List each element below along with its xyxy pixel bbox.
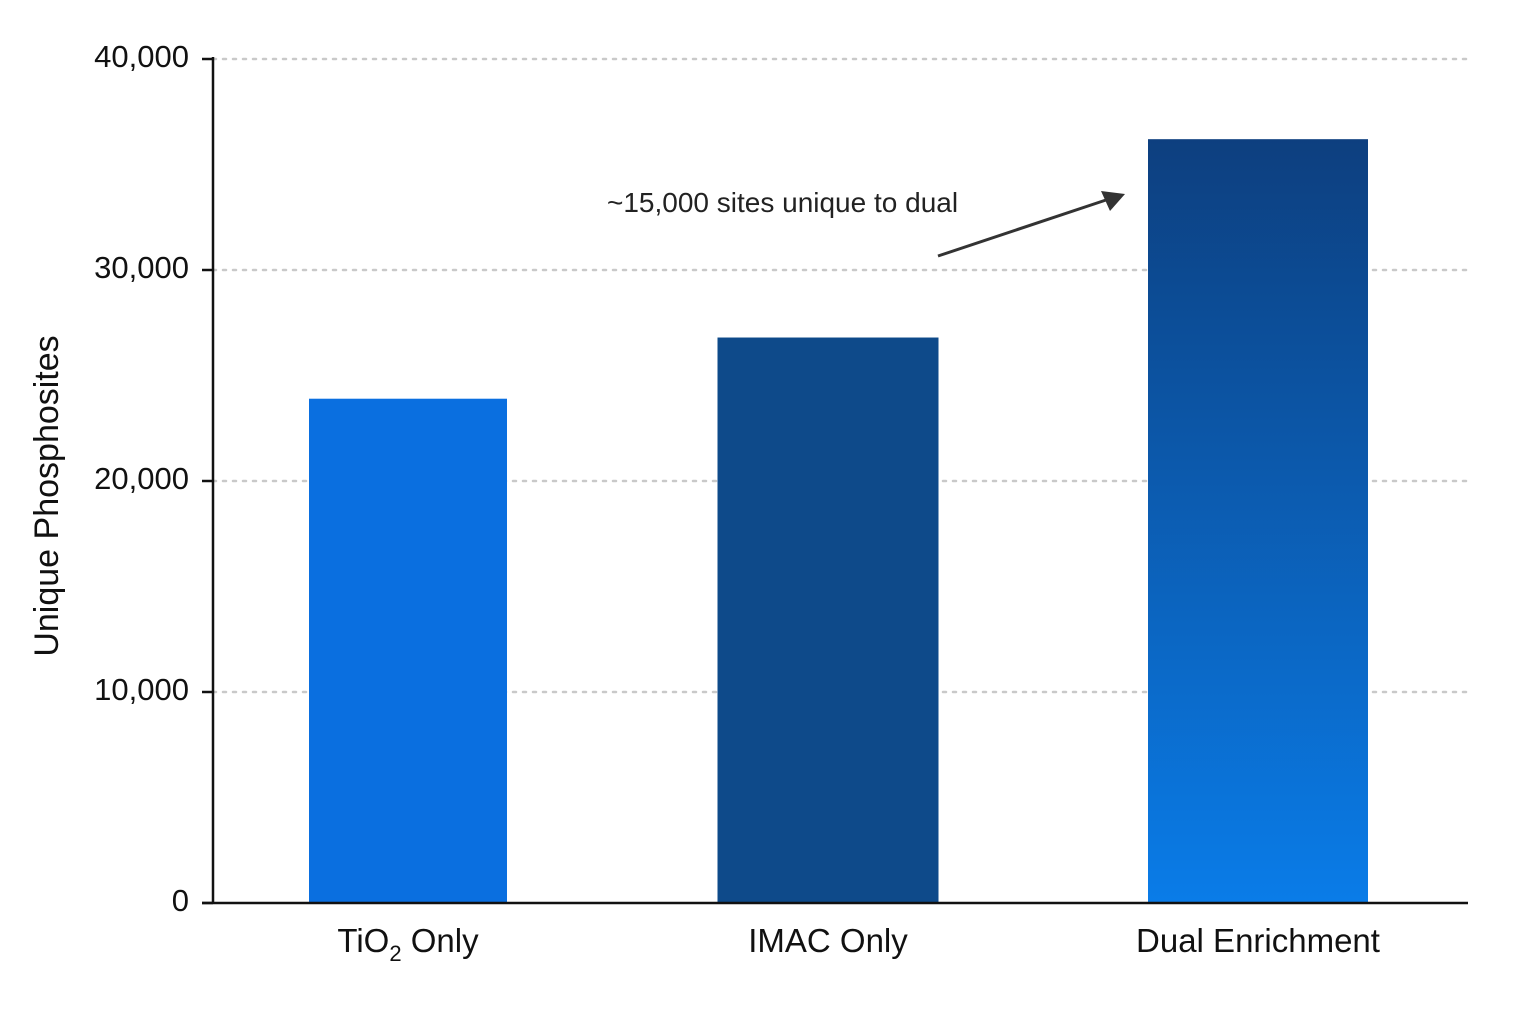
axes	[202, 57, 1468, 905]
bars	[309, 139, 1368, 903]
x-category-label: TiO2 Only	[337, 922, 479, 966]
y-tick-label: 30,000	[94, 250, 189, 285]
y-tick-label: 40,000	[94, 39, 189, 74]
y-tick-label: 20,000	[94, 461, 189, 496]
y-tick-label: 10,000	[94, 672, 189, 707]
bar-2	[1148, 139, 1368, 903]
x-category-label: IMAC Only	[748, 922, 908, 959]
y-tick-label: 0	[172, 883, 189, 918]
annotation: ~15,000 sites unique to dual	[607, 187, 1125, 258]
labels: 0 10,000 20,000 30,000 40,000 TiO2 Only IMAC O…	[28, 39, 1380, 966]
bar-0	[309, 398, 507, 903]
x-category-label: Dual Enrichment	[1136, 922, 1380, 959]
annotation-text: ~15,000 sites unique to dual	[607, 187, 958, 218]
annotation-arrow	[937, 197, 1110, 258]
arrow-head-icon	[1101, 191, 1125, 211]
bar-1	[717, 337, 939, 903]
y-axis-title: Unique Phosphosites	[28, 335, 66, 656]
